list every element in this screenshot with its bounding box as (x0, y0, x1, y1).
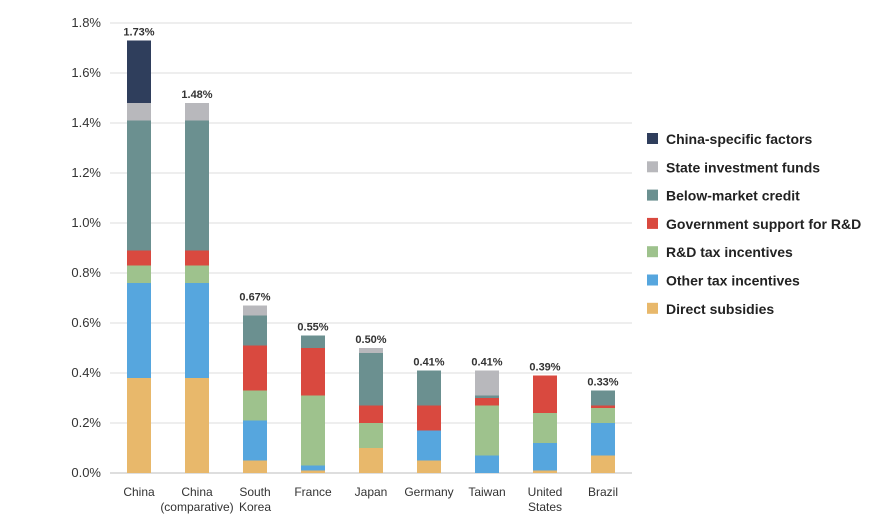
bar-segment-state-investment-funds (359, 348, 383, 353)
x-tick-label: Germany (404, 485, 453, 499)
legend-label-other-tax-incentives: Other tax incentives (666, 273, 800, 289)
x-tick-label: France (294, 485, 332, 499)
bar-segment-direct-subsidies (533, 470, 557, 473)
legend-label-direct-subsidies: Direct subsidies (666, 301, 774, 317)
bars (127, 40, 615, 473)
bar-segment-state-investment-funds (185, 103, 209, 121)
bar-segment-direct-subsidies (185, 378, 209, 473)
data-label-total: 0.67% (239, 292, 270, 304)
legend-swatch-direct-subsidies (647, 302, 658, 314)
bar-segment-direct-subsidies (243, 460, 267, 473)
y-tick-label: 0.4% (71, 365, 101, 380)
bar-segment-below-market-credit (359, 353, 383, 406)
bar-segment-government-support-for-r-d (359, 405, 383, 423)
bar-segment-below-market-credit (243, 315, 267, 346)
x-tick-label: China (181, 485, 213, 499)
y-tick-label: 0.0% (71, 465, 101, 480)
legend-swatch-china-specific-factors (647, 133, 658, 144)
legend-swatch-below-market-credit (647, 189, 658, 201)
legend-swatch-government-support-for-r-d (647, 217, 658, 229)
bar-segment-direct-subsidies (301, 470, 325, 473)
legend-label-china-specific-factors: China-specific factors (666, 131, 812, 147)
bar-segment-r-d-tax-incentives (359, 423, 383, 448)
bar-segment-government-support-for-r-d (127, 250, 151, 266)
legend-label-r-d-tax-incentives: R&D tax incentives (666, 244, 793, 260)
legend-swatch-state-investment-funds (647, 161, 658, 173)
legend: China-specific factors State investment f… (647, 131, 861, 317)
y-tick-label: 1.6% (71, 65, 101, 80)
bar-segment-state-investment-funds (243, 305, 267, 316)
bar-segment-direct-subsidies (359, 448, 383, 473)
bar-segment-government-support-for-r-d (243, 345, 267, 391)
bar-segment-direct-subsidies (127, 378, 151, 473)
data-label-total: 0.55% (297, 322, 328, 334)
bar-segment-government-support-for-r-d (533, 375, 557, 413)
bar-segment-r-d-tax-incentives (533, 413, 557, 443)
data-label-total: 0.41% (471, 357, 502, 369)
bar-segment-r-d-tax-incentives (475, 405, 499, 456)
data-label-total: 0.33% (587, 377, 618, 389)
data-label-total: 0.50% (355, 334, 386, 346)
bar-segment-other-tax-incentives (475, 455, 499, 473)
bar-segment-r-d-tax-incentives (591, 408, 615, 423)
data-label-total: 1.73% (123, 27, 154, 39)
bar-segment-below-market-credit (127, 120, 151, 251)
bar-segment-government-support-for-r-d (301, 348, 325, 396)
bar-segment-r-d-tax-incentives (127, 265, 151, 283)
legend-swatch-other-tax-incentives (647, 274, 658, 286)
bar-segment-china-specific-factors (127, 40, 151, 103)
bar-segment-government-support-for-r-d (185, 250, 209, 266)
bar-segment-direct-subsidies (417, 460, 441, 473)
bar-segment-government-support-for-r-d (591, 405, 615, 408)
legend-label-state-investment-funds: State investment funds (666, 159, 820, 175)
bar-segment-r-d-tax-incentives (243, 390, 267, 421)
x-tick-label: South (239, 485, 270, 499)
bar-segment-other-tax-incentives (533, 443, 557, 471)
bar-segment-below-market-credit (475, 395, 499, 398)
data-label-total: 1.48% (181, 89, 212, 101)
bar-segment-government-support-for-r-d (417, 405, 441, 431)
bar-segment-other-tax-incentives (591, 423, 615, 456)
bar-segment-below-market-credit (417, 370, 441, 406)
bar-segment-government-support-for-r-d (475, 398, 499, 406)
bar-segment-other-tax-incentives (417, 430, 441, 461)
x-tick-label: United (528, 485, 563, 499)
x-tick-label: Brazil (588, 485, 618, 499)
y-tick-label: 0.6% (71, 315, 101, 330)
y-axis: 0.0% 0.2% 0.4% 0.6% 0.8% 1.0% 1.2% 1.4% 1.6% 1.8% (71, 15, 101, 480)
bar-segment-r-d-tax-incentives (301, 395, 325, 466)
bar-segment-other-tax-incentives (243, 420, 267, 461)
x-tick-label: China (123, 485, 155, 499)
y-tick-label: 1.0% (71, 215, 101, 230)
y-tick-label: 1.2% (71, 165, 101, 180)
x-tick-label: (comparative) (160, 500, 233, 514)
data-labels: 1.73% 1.48% 0.67% 0.55% 0.50% 0.41% 0.41% 0.39%… (123, 27, 618, 389)
bar-segment-direct-subsidies (591, 455, 615, 473)
legend-swatch-r-d-tax-incentives (647, 246, 658, 258)
bar-segment-other-tax-incentives (185, 283, 209, 378)
y-tick-label: 0.8% (71, 265, 101, 280)
y-tick-label: 1.8% (71, 15, 101, 30)
bar-segment-r-d-tax-incentives (185, 265, 209, 283)
bar-segment-other-tax-incentives (301, 465, 325, 471)
bar-segment-below-market-credit (301, 335, 325, 348)
legend-label-government-support-for-r-d: Government support for R&D (666, 216, 861, 232)
legend-label-below-market-credit: Below-market credit (666, 188, 800, 204)
data-label-total: 0.41% (413, 357, 444, 369)
bar-segment-other-tax-incentives (127, 283, 151, 378)
y-tick-label: 0.2% (71, 415, 101, 430)
x-tick-label: Japan (355, 485, 388, 499)
bar-segment-below-market-credit (185, 120, 209, 251)
y-tick-label: 1.4% (71, 115, 101, 130)
data-label-total: 0.39% (529, 362, 560, 374)
bar-segment-state-investment-funds (127, 103, 151, 121)
x-tick-label: Taiwan (468, 485, 505, 499)
x-tick-label: States (528, 500, 562, 514)
x-tick-label: Korea (239, 500, 271, 514)
bar-segment-state-investment-funds (475, 370, 499, 396)
bar-segment-below-market-credit (591, 390, 615, 406)
